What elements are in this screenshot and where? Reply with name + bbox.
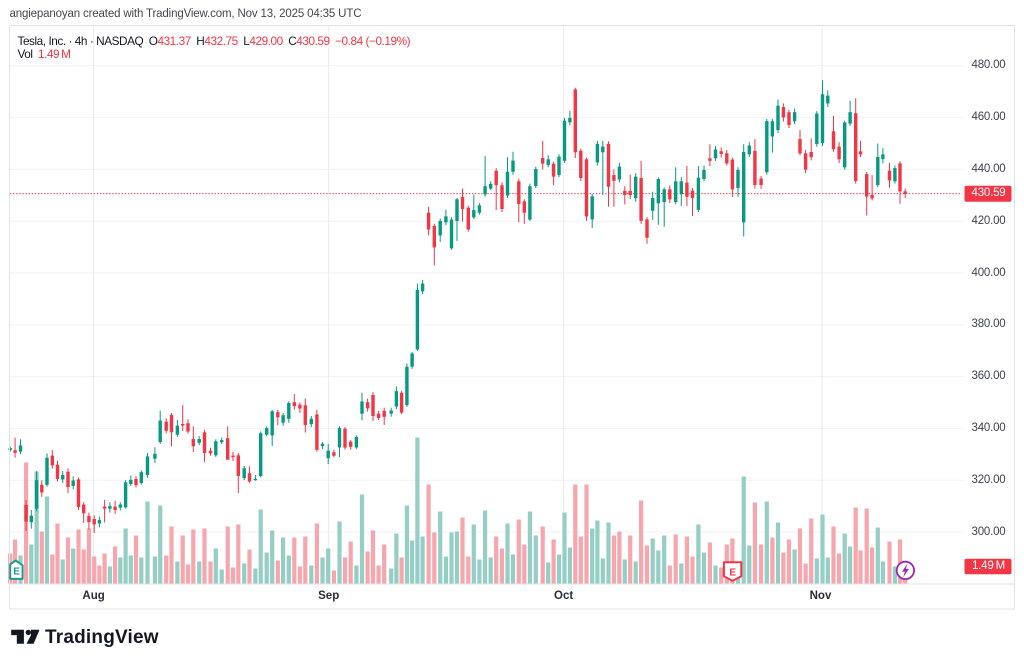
svg-text:E: E [729,567,736,578]
svg-text:E: E [13,567,20,578]
